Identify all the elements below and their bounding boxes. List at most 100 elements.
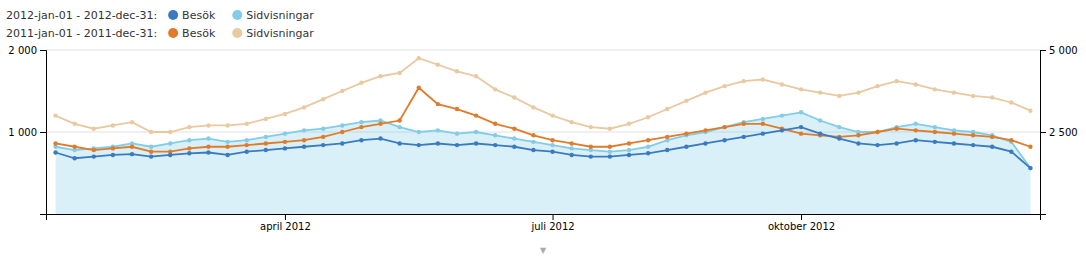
line (56, 112, 1031, 168)
point (455, 131, 459, 135)
point (225, 123, 229, 127)
point (92, 154, 96, 158)
point (589, 145, 593, 149)
point (684, 99, 688, 103)
tick-label: 1 000 (8, 127, 37, 138)
point (455, 107, 459, 111)
tick-mark (40, 132, 46, 133)
point (417, 86, 421, 90)
tick-label: 2 500 (1049, 127, 1078, 138)
point (608, 127, 612, 131)
point (646, 138, 650, 142)
legend-swatch (168, 28, 178, 38)
point (206, 150, 210, 154)
point (53, 141, 57, 145)
point (302, 145, 306, 149)
point (914, 82, 918, 86)
point (665, 135, 669, 139)
point (245, 122, 249, 126)
annotation: ▼ (540, 246, 547, 255)
point (550, 149, 554, 153)
point (340, 123, 344, 127)
point (493, 133, 497, 137)
point (761, 131, 765, 135)
legend-swatch (232, 28, 242, 38)
axis-line (1041, 51, 1047, 215)
point (799, 125, 803, 129)
point (589, 154, 593, 158)
point (780, 82, 784, 86)
tick: 2 000 (8, 45, 46, 56)
legend-swatch (168, 10, 178, 20)
point (436, 102, 440, 106)
point (340, 141, 344, 145)
point (1028, 108, 1032, 112)
tick: 1 000 (8, 127, 46, 138)
legend-item: Sidvisningar (232, 9, 314, 22)
point (493, 122, 497, 126)
point (130, 152, 134, 156)
point (531, 133, 535, 137)
legend-item: Besök (168, 27, 216, 40)
point (206, 136, 210, 140)
point (512, 95, 516, 99)
point (455, 143, 459, 147)
point (340, 130, 344, 134)
point (111, 123, 115, 127)
tick: oktober 2012 (768, 214, 835, 232)
grid (46, 50, 1040, 132)
legend-label: 2011-jan-01 - 2011-dec-31: (6, 27, 157, 40)
axis-line (47, 215, 1041, 221)
point (206, 145, 210, 149)
point (646, 151, 650, 155)
point (474, 113, 478, 117)
point (417, 56, 421, 60)
point (149, 154, 153, 158)
legend-item: Sidvisningar (232, 27, 314, 40)
point (875, 143, 879, 147)
markers (53, 125, 1032, 170)
point (569, 120, 573, 124)
point (359, 120, 363, 124)
tick-mark (553, 214, 554, 220)
point (283, 112, 287, 116)
point (245, 149, 249, 153)
grid-line (46, 50, 1040, 51)
point (321, 127, 325, 131)
tick: 2 500 (1040, 127, 1078, 138)
point (665, 107, 669, 111)
point (187, 146, 191, 150)
point (933, 130, 937, 134)
point (283, 140, 287, 144)
area (56, 112, 1031, 214)
point (302, 128, 306, 132)
point (837, 94, 841, 98)
point (512, 136, 516, 140)
point (283, 146, 287, 150)
point (761, 77, 765, 81)
point (417, 143, 421, 147)
point (321, 135, 325, 139)
point (111, 153, 115, 157)
point (302, 105, 306, 109)
point (378, 136, 382, 140)
point (130, 120, 134, 124)
point (264, 148, 268, 152)
point (397, 118, 401, 122)
point (761, 117, 765, 121)
point (455, 69, 459, 73)
point (72, 122, 76, 126)
point (72, 145, 76, 149)
x-axis: april 2012juli 2012oktober 2012 (47, 214, 1041, 232)
point (799, 131, 803, 135)
point (225, 140, 229, 144)
point (340, 89, 344, 93)
point (149, 149, 153, 153)
point (703, 90, 707, 94)
point (321, 97, 325, 101)
point (245, 138, 249, 142)
point (894, 127, 898, 131)
point (225, 145, 229, 149)
point (1009, 100, 1013, 104)
point (493, 87, 497, 91)
